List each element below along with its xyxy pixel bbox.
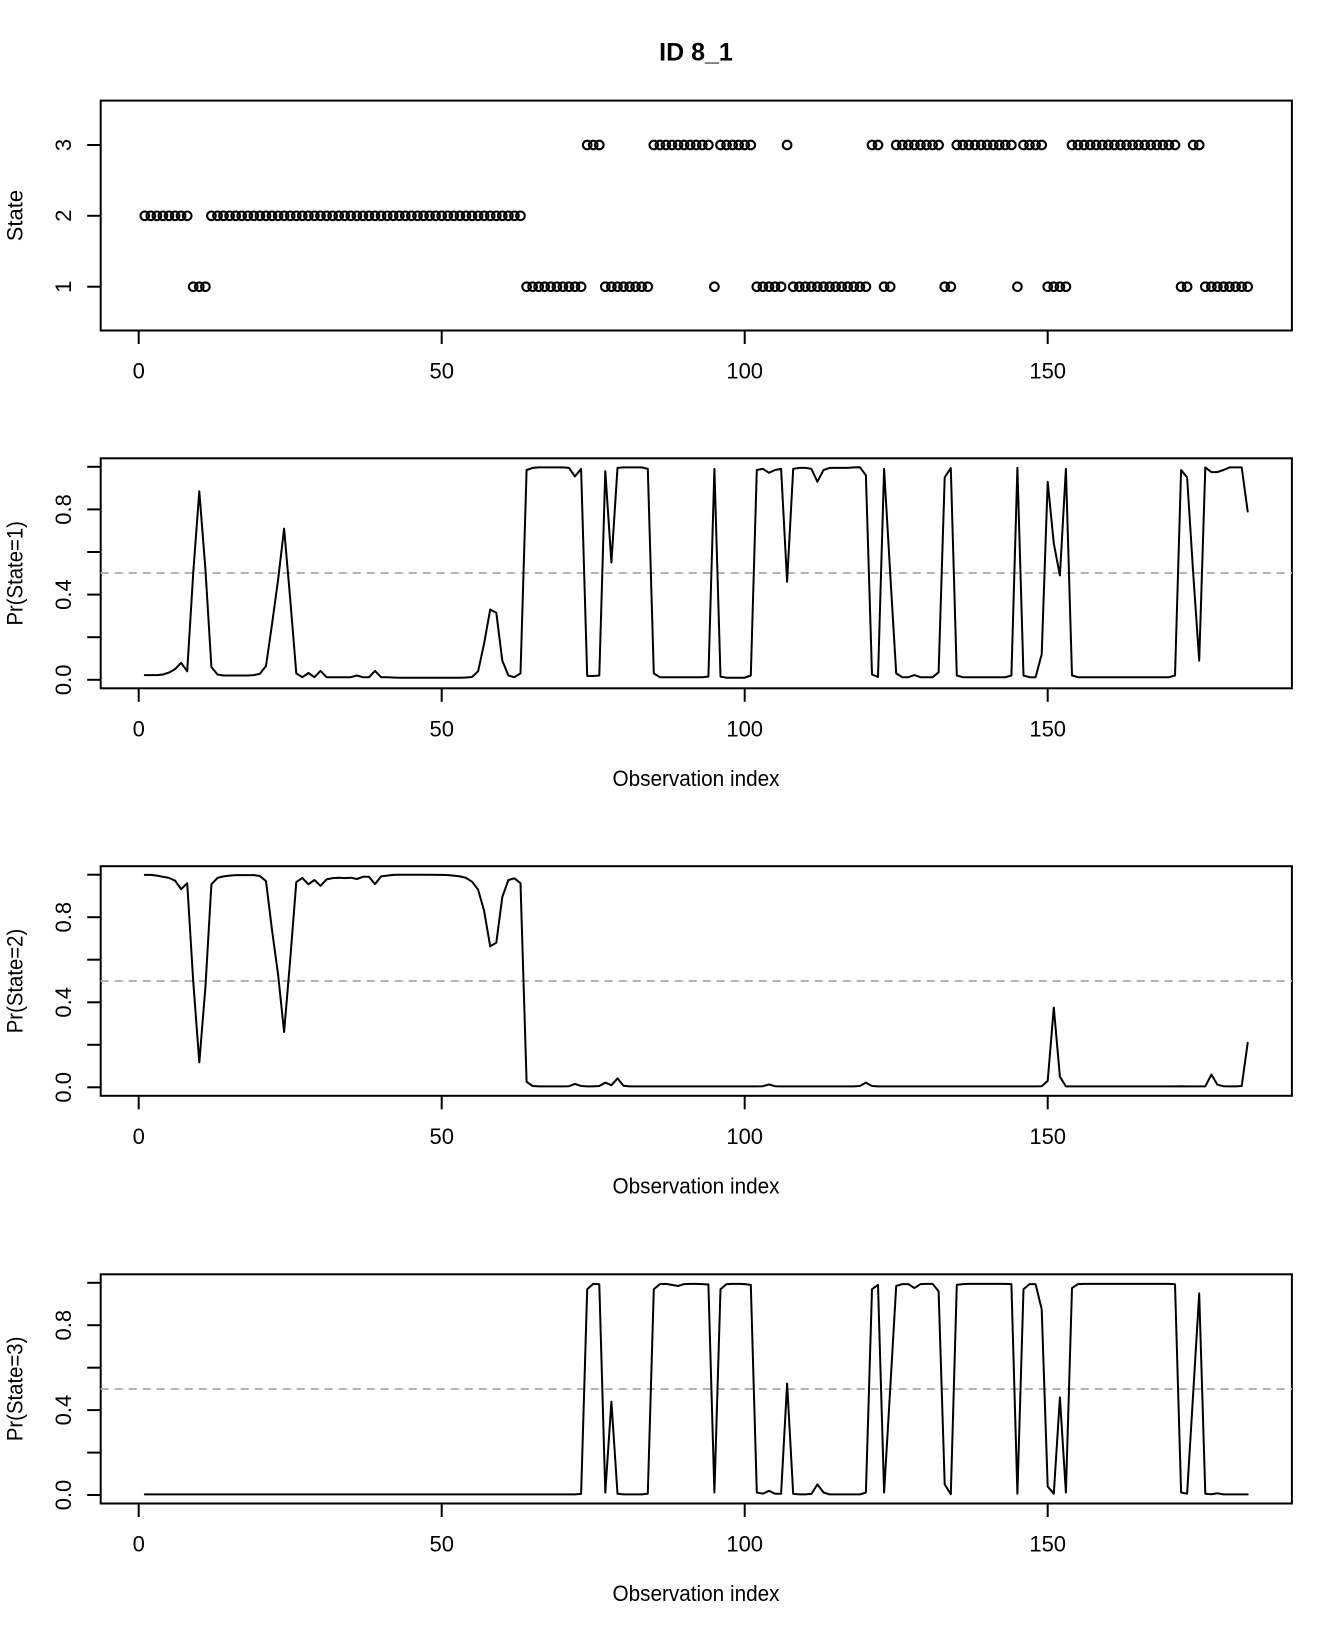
svg-text:Pr(State=3): Pr(State=3): [3, 1337, 28, 1442]
svg-text:2: 2: [51, 210, 76, 222]
svg-text:1: 1: [51, 281, 76, 293]
svg-text:0.0: 0.0: [51, 665, 76, 696]
svg-text:ID 8_1: ID 8_1: [659, 39, 733, 67]
svg-text:100: 100: [726, 1124, 763, 1149]
svg-text:0: 0: [133, 716, 145, 741]
svg-text:0.4: 0.4: [51, 579, 76, 610]
svg-text:0.4: 0.4: [51, 1395, 76, 1426]
svg-text:150: 150: [1029, 359, 1066, 384]
svg-text:150: 150: [1029, 1532, 1066, 1557]
svg-text:3: 3: [51, 139, 76, 151]
svg-text:State: State: [3, 190, 28, 241]
svg-text:Pr(State=1): Pr(State=1): [3, 521, 28, 626]
svg-text:100: 100: [726, 359, 763, 384]
svg-text:0.0: 0.0: [51, 1480, 76, 1511]
svg-text:50: 50: [429, 1124, 453, 1149]
svg-text:100: 100: [726, 716, 763, 741]
svg-text:0: 0: [133, 1532, 145, 1557]
svg-text:50: 50: [429, 359, 453, 384]
svg-text:0.8: 0.8: [51, 1310, 76, 1341]
svg-text:150: 150: [1029, 1124, 1066, 1149]
svg-text:Observation index: Observation index: [613, 1581, 780, 1606]
svg-text:0: 0: [133, 359, 145, 384]
svg-text:100: 100: [726, 1532, 763, 1557]
svg-text:Pr(State=2): Pr(State=2): [3, 929, 28, 1034]
svg-text:0: 0: [133, 1124, 145, 1149]
svg-text:0.4: 0.4: [51, 987, 76, 1018]
svg-text:0.8: 0.8: [51, 902, 76, 933]
svg-text:50: 50: [429, 716, 453, 741]
svg-text:Observation index: Observation index: [613, 1173, 780, 1198]
svg-text:0.0: 0.0: [51, 1072, 76, 1103]
svg-text:50: 50: [429, 1532, 453, 1557]
svg-text:0.8: 0.8: [51, 494, 76, 525]
svg-text:150: 150: [1029, 716, 1066, 741]
svg-text:Observation index: Observation index: [613, 766, 780, 791]
